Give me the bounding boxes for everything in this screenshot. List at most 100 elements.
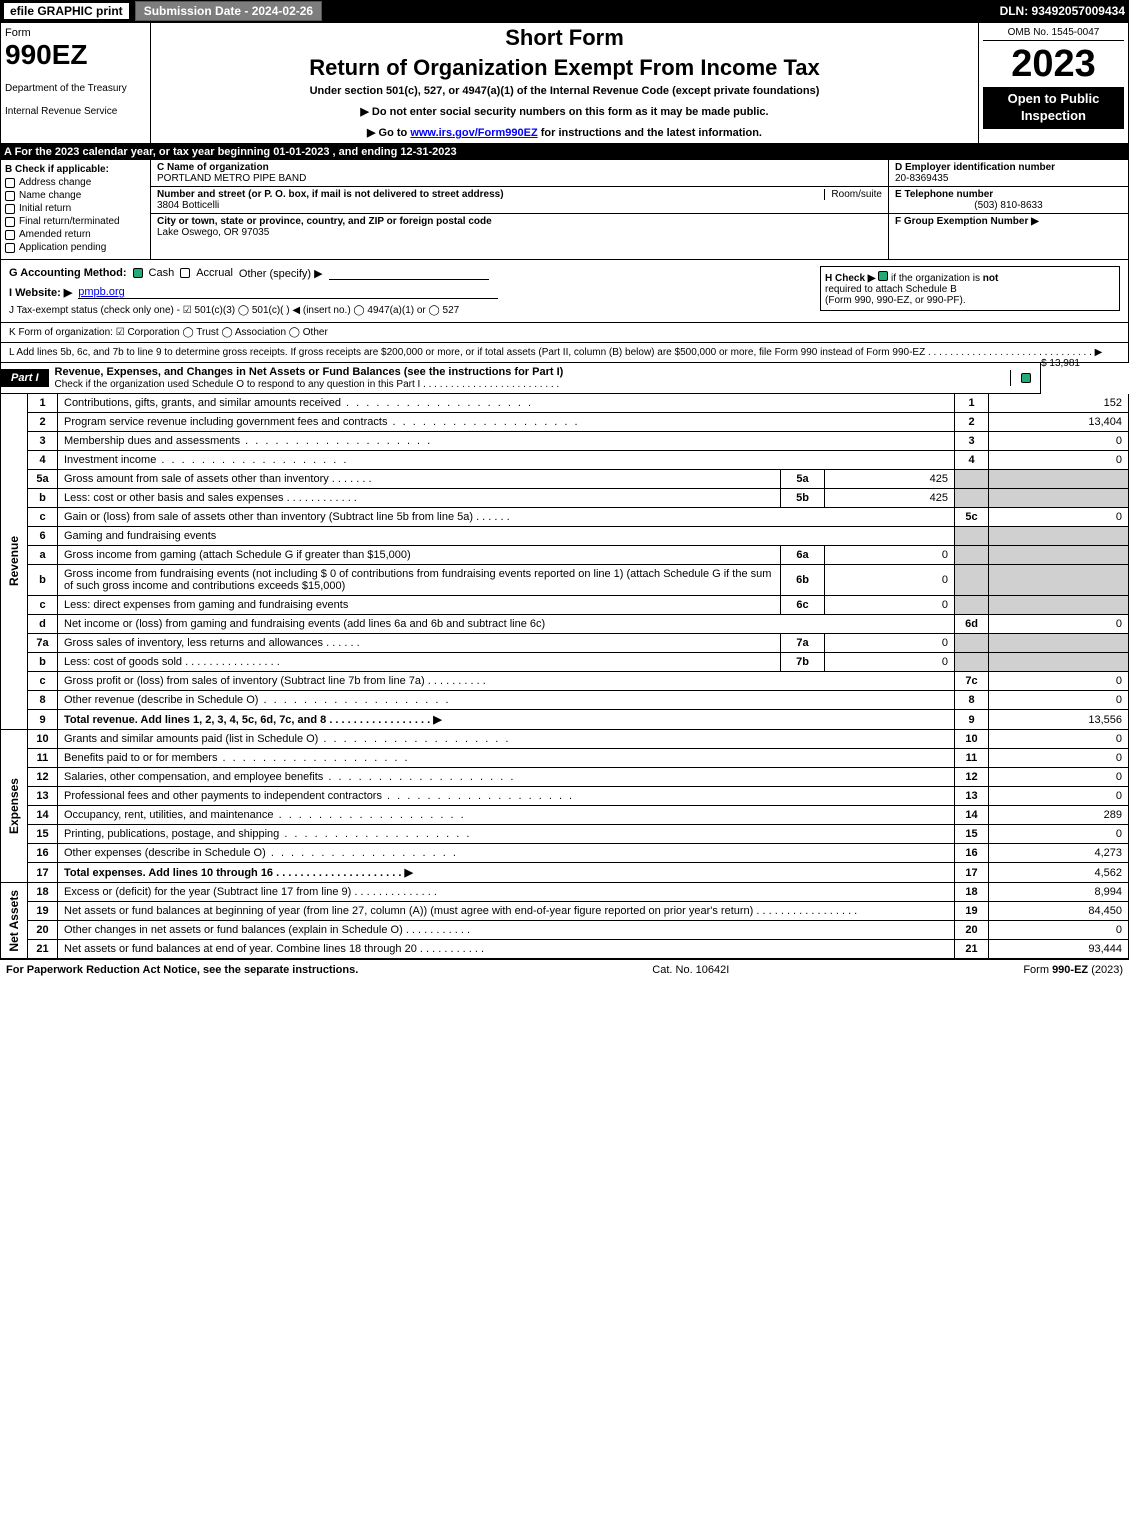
- section-bcdef: B Check if applicable: Address change Na…: [0, 160, 1129, 260]
- n5c: c: [28, 508, 58, 527]
- i-label: I Website: ▶: [9, 286, 72, 299]
- row-4: 4 Investment income 4 0: [1, 451, 1129, 470]
- rn6-shade: [955, 527, 989, 546]
- rv19: 84,450: [989, 902, 1129, 921]
- chk-accrual[interactable]: [180, 268, 190, 278]
- d-head: D Employer identification number: [895, 162, 1055, 173]
- l-amount: $ 13,981: [1041, 358, 1080, 369]
- rv7a-shade: [989, 634, 1129, 653]
- short-form-title: Short Form: [159, 25, 970, 51]
- irs-link[interactable]: www.irs.gov/Form990EZ: [410, 127, 537, 139]
- chk-pending[interactable]: [5, 243, 15, 253]
- rn6b-shade: [955, 565, 989, 596]
- n15: 15: [28, 825, 58, 844]
- form-number: 990EZ: [5, 39, 146, 71]
- l6: Gaming and fundraising events: [58, 527, 955, 546]
- n19: 19: [28, 902, 58, 921]
- row-6d: d Net income or (loss) from gaming and f…: [1, 615, 1129, 634]
- rv21: 93,444: [989, 940, 1129, 959]
- n13: 13: [28, 787, 58, 806]
- n6c: c: [28, 596, 58, 615]
- rv6d: 0: [989, 615, 1129, 634]
- opt-amended: Amended return: [19, 229, 91, 240]
- l18: Excess or (deficit) for the year (Subtra…: [64, 886, 351, 898]
- sv7a: 0: [825, 634, 955, 653]
- l4: Investment income: [64, 454, 156, 466]
- row-6: 6 Gaming and fundraising events: [1, 527, 1129, 546]
- col-c: C Name of organization PORTLAND METRO PI…: [151, 160, 888, 259]
- l15: Printing, publications, postage, and shi…: [64, 828, 279, 840]
- f-head: F Group Exemption Number ▶: [895, 216, 1039, 227]
- rn19: 19: [955, 902, 989, 921]
- chk-address-change[interactable]: [5, 178, 15, 188]
- row-1: Revenue 1 Contributions, gifts, grants, …: [1, 394, 1129, 413]
- telephone: (503) 810-8633: [895, 200, 1122, 211]
- chk-initial[interactable]: [5, 204, 15, 214]
- n11: 11: [28, 749, 58, 768]
- note-ssn: ▶ Do not enter social security numbers o…: [159, 105, 970, 118]
- form-label: Form: [5, 27, 146, 39]
- rv16: 4,273: [989, 844, 1129, 863]
- l7c: Gross profit or (loss) from sales of inv…: [64, 675, 425, 687]
- l6a: Gross income from gaming (attach Schedul…: [58, 546, 781, 565]
- footer-right-form: 990-EZ: [1052, 964, 1088, 976]
- subtitle: Under section 501(c), 527, or 4947(a)(1)…: [159, 85, 970, 97]
- l11: Benefits paid to or for members: [64, 752, 217, 764]
- part1-table: Revenue 1 Contributions, gifts, grants, …: [0, 394, 1129, 959]
- rn20: 20: [955, 921, 989, 940]
- website-link[interactable]: pmpb.org: [78, 286, 498, 299]
- l5c: Gain or (loss) from sale of assets other…: [64, 511, 473, 523]
- chk-amended[interactable]: [5, 230, 15, 240]
- rv15: 0: [989, 825, 1129, 844]
- chk-cash[interactable]: [133, 268, 143, 278]
- submission-date-button[interactable]: Submission Date - 2024-02-26: [135, 1, 322, 21]
- n7b: b: [28, 653, 58, 672]
- l6c: Less: direct expenses from gaming and fu…: [58, 596, 781, 615]
- rn14: 14: [955, 806, 989, 825]
- row-16: 16 Other expenses (describe in Schedule …: [1, 844, 1129, 863]
- rv2: 13,404: [989, 413, 1129, 432]
- rn9: 9: [955, 710, 989, 730]
- rv7c: 0: [989, 672, 1129, 691]
- opt-name: Name change: [19, 190, 81, 201]
- sv6b: 0: [825, 565, 955, 596]
- g-label: G Accounting Method:: [9, 267, 127, 279]
- line-l: L Add lines 5b, 6c, and 7b to line 9 to …: [0, 343, 1129, 363]
- rv3: 0: [989, 432, 1129, 451]
- g-other: Other (specify) ▶: [239, 267, 323, 280]
- sn7b: 7b: [781, 653, 825, 672]
- l20: Other changes in net assets or fund bala…: [64, 924, 403, 936]
- rn16: 16: [955, 844, 989, 863]
- h-text4: (Form 990, 990-EZ, or 990-PF).: [825, 295, 966, 306]
- h-not: not: [983, 273, 999, 284]
- omb-number: OMB No. 1545-0047: [983, 27, 1124, 41]
- form-header: Form 990EZ Department of the Treasury In…: [0, 22, 1129, 144]
- rv9: 13,556: [989, 710, 1129, 730]
- l12: Salaries, other compensation, and employ…: [64, 771, 323, 783]
- rn11: 11: [955, 749, 989, 768]
- row-6a: a Gross income from gaming (attach Sched…: [1, 546, 1129, 565]
- opt-address: Address change: [19, 177, 91, 188]
- opt-final: Final return/terminated: [19, 216, 120, 227]
- note-link: ▶ Go to www.irs.gov/Form990EZ for instru…: [159, 126, 970, 139]
- footer-right: Form 990-EZ (2023): [1023, 964, 1123, 976]
- rn5a-shade: [955, 470, 989, 489]
- chk-h[interactable]: [878, 271, 888, 281]
- chk-part1-scheduleO[interactable]: [1021, 373, 1031, 383]
- row-17: 17 Total expenses. Add lines 10 through …: [1, 863, 1129, 883]
- rn21: 21: [955, 940, 989, 959]
- rn10: 10: [955, 730, 989, 749]
- g-accrual: Accrual: [196, 267, 233, 279]
- ein: 20-8369435: [895, 173, 948, 184]
- header-right: OMB No. 1545-0047 2023 Open to Public In…: [978, 23, 1128, 143]
- row-14: 14 Occupancy, rent, utilities, and maint…: [1, 806, 1129, 825]
- room-suite-label: Room/suite: [824, 189, 882, 200]
- n9: 9: [28, 710, 58, 730]
- chk-final[interactable]: [5, 217, 15, 227]
- l2: Program service revenue including govern…: [64, 416, 387, 428]
- n6b: b: [28, 565, 58, 596]
- l5b: Less: cost or other basis and sales expe…: [64, 492, 284, 504]
- n1: 1: [28, 394, 58, 413]
- chk-name-change[interactable]: [5, 191, 15, 201]
- side-expenses: Expenses: [7, 778, 21, 834]
